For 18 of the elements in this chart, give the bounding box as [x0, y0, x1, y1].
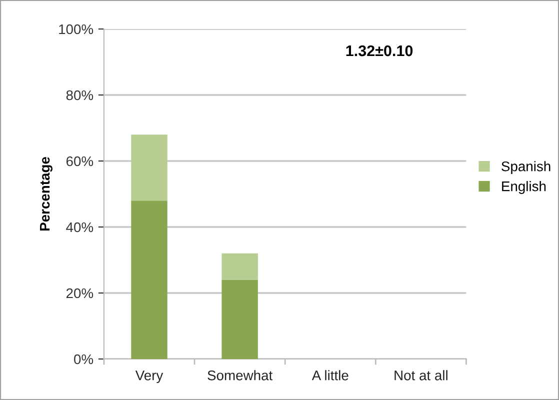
y-tick-label: 40% — [66, 222, 94, 232]
y-tick-label: 60% — [66, 156, 94, 166]
x-tick-label: Not at all — [394, 370, 448, 380]
legend-label: English — [502, 181, 546, 194]
bar — [131, 134, 168, 201]
bar — [131, 200, 168, 359]
y-axis-title: Percentage — [40, 157, 52, 231]
y-tick-label: 20% — [66, 288, 94, 298]
y-tick-label: 100% — [59, 24, 94, 34]
annotation: 1.32±0.10 — [346, 45, 413, 56]
bar — [222, 253, 258, 280]
x-tick-label: Somewhat — [208, 370, 273, 380]
x-tick-label: A little — [312, 370, 348, 380]
y-tick-label: 0% — [74, 354, 94, 364]
y-tick-label: 80% — [66, 90, 94, 100]
bar — [222, 280, 258, 359]
x-tick-label: Very — [135, 370, 164, 384]
legend-label: Spanish — [502, 161, 550, 174]
